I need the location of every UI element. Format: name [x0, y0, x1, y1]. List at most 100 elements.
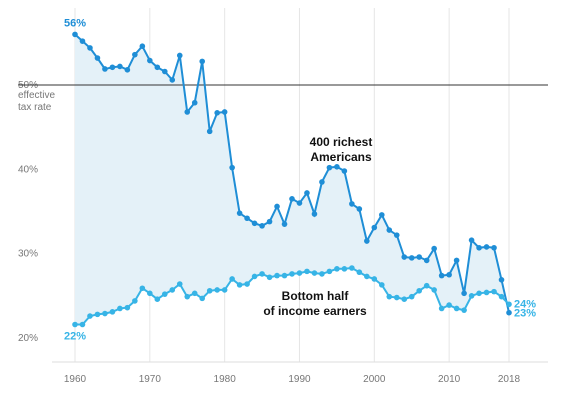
point-bottom-half-1986 [266, 274, 273, 281]
point-bottom-half-1964 [102, 310, 108, 317]
point-400-richest-1964 [102, 66, 108, 72]
point-400-richest-1980 [221, 109, 228, 115]
point-400-richest-1966 [117, 63, 123, 70]
point-bottom-half-1981 [229, 276, 235, 282]
annotation-bottom-half-line-2: of income earners [263, 304, 367, 318]
point-400-richest-1993 [319, 179, 325, 185]
point-400-richest-2008 [431, 245, 437, 252]
point-400-richest-1994 [326, 164, 333, 171]
point-bottom-half-1988 [281, 272, 288, 279]
top400-end-label: 23% [514, 308, 536, 320]
x-tick-label-2018: 2018 [498, 374, 521, 385]
point-400-richest-1976 [191, 99, 198, 106]
point-400-richest-2016 [491, 244, 497, 251]
point-bottom-half-2007 [423, 282, 430, 289]
point-400-richest-1975 [184, 109, 191, 115]
point-bottom-half-1982 [236, 282, 243, 288]
y-tick-label-20: 20% [18, 333, 38, 344]
annotation-bottom-half-line-1: Bottom half [282, 289, 350, 303]
y50-note-line-1: effective [18, 90, 55, 101]
x-tick-label-2000: 2000 [363, 374, 386, 385]
point-bottom-half-1992 [311, 270, 318, 276]
point-bottom-half-2018 [506, 301, 512, 308]
gap-shaded-area [75, 34, 509, 325]
point-400-richest-1991 [304, 190, 310, 196]
point-400-richest-1996 [341, 168, 348, 174]
point-bottom-half-1965 [109, 309, 116, 315]
point-bottom-half-2014 [476, 290, 482, 297]
y-axis-tick-labels: 20%30%40%50% [18, 80, 38, 344]
point-bottom-half-2005 [408, 293, 415, 300]
point-400-richest-1973 [169, 77, 176, 83]
point-bottom-half-1970 [147, 290, 153, 297]
point-bottom-half-2002 [386, 293, 393, 300]
point-400-richest-1986 [266, 218, 273, 225]
point-400-richest-1962 [87, 45, 93, 51]
point-400-richest-2013 [468, 237, 475, 243]
x-tick-label-1980: 1980 [214, 374, 237, 385]
point-400-richest-2015 [483, 244, 490, 250]
point-bottom-half-2000 [371, 276, 378, 282]
y-tick-label-40: 40% [18, 164, 38, 175]
point-bottom-half-2015 [483, 289, 490, 296]
point-bottom-half-1985 [259, 271, 265, 277]
point-400-richest-1961 [79, 38, 86, 44]
point-bottom-half-1995 [334, 266, 340, 272]
point-400-richest-1987 [274, 203, 280, 210]
point-bottom-half-1980 [221, 287, 228, 293]
point-400-richest-1965 [109, 64, 116, 71]
x-tick-label-1990: 1990 [288, 374, 311, 385]
point-400-richest-2002 [386, 227, 393, 233]
point-bottom-half-1990 [296, 270, 303, 276]
point-400-richest-2010 [446, 271, 452, 278]
point-bottom-half-2009 [438, 305, 445, 312]
point-400-richest-2004 [401, 254, 408, 260]
point-400-richest-2000 [371, 224, 378, 231]
point-400-richest-1990 [296, 200, 303, 206]
point-400-richest-1971 [154, 64, 161, 71]
point-bottom-half-2006 [416, 287, 423, 294]
point-bottom-half-2017 [498, 293, 505, 300]
point-bottom-half-1996 [341, 266, 348, 272]
point-400-richest-1969 [139, 43, 146, 50]
point-400-richest-2014 [476, 244, 482, 251]
point-bottom-half-1998 [356, 269, 363, 276]
series-points-bottom-half [72, 265, 512, 328]
point-400-richest-2001 [378, 212, 385, 218]
annotation-top400-line-1: 400 richest [310, 135, 373, 149]
point-bottom-half-2008 [431, 287, 437, 293]
point-bottom-half-1973 [169, 287, 176, 293]
series-points-400-richest [72, 31, 512, 316]
point-400-richest-1999 [364, 238, 370, 244]
point-bottom-half-1972 [161, 291, 168, 297]
point-400-richest-2009 [438, 272, 445, 279]
point-400-richest-1960 [72, 31, 78, 38]
point-bottom-half-1993 [319, 271, 325, 277]
point-400-richest-1983 [244, 215, 250, 222]
point-bottom-half-1974 [176, 281, 183, 287]
point-bottom-half-2003 [393, 294, 400, 301]
bottom-half-start-label: 22% [64, 331, 86, 343]
point-400-richest-1972 [161, 68, 168, 75]
point-bottom-half-1966 [117, 305, 123, 312]
x-tick-label-1960: 1960 [64, 374, 87, 385]
y-tick-label-30: 30% [18, 249, 38, 260]
point-400-richest-2018 [506, 309, 512, 316]
point-400-richest-2011 [453, 257, 460, 264]
point-400-richest-1963 [94, 55, 101, 61]
point-bottom-half-2012 [461, 307, 467, 313]
point-bottom-half-2001 [378, 282, 385, 288]
x-tick-label-1970: 1970 [139, 374, 162, 385]
point-400-richest-1982 [236, 210, 243, 216]
point-bottom-half-2013 [468, 293, 475, 299]
point-400-richest-1977 [199, 58, 206, 65]
point-bottom-half-1987 [274, 272, 280, 279]
annotation-top400-line-2: Americans [310, 150, 372, 164]
point-bottom-half-1963 [94, 311, 101, 318]
point-400-richest-1970 [147, 57, 153, 64]
point-bottom-half-1977 [199, 295, 206, 302]
point-bottom-half-2016 [491, 288, 497, 295]
point-bottom-half-1994 [326, 268, 333, 275]
point-400-richest-1997 [349, 201, 355, 207]
